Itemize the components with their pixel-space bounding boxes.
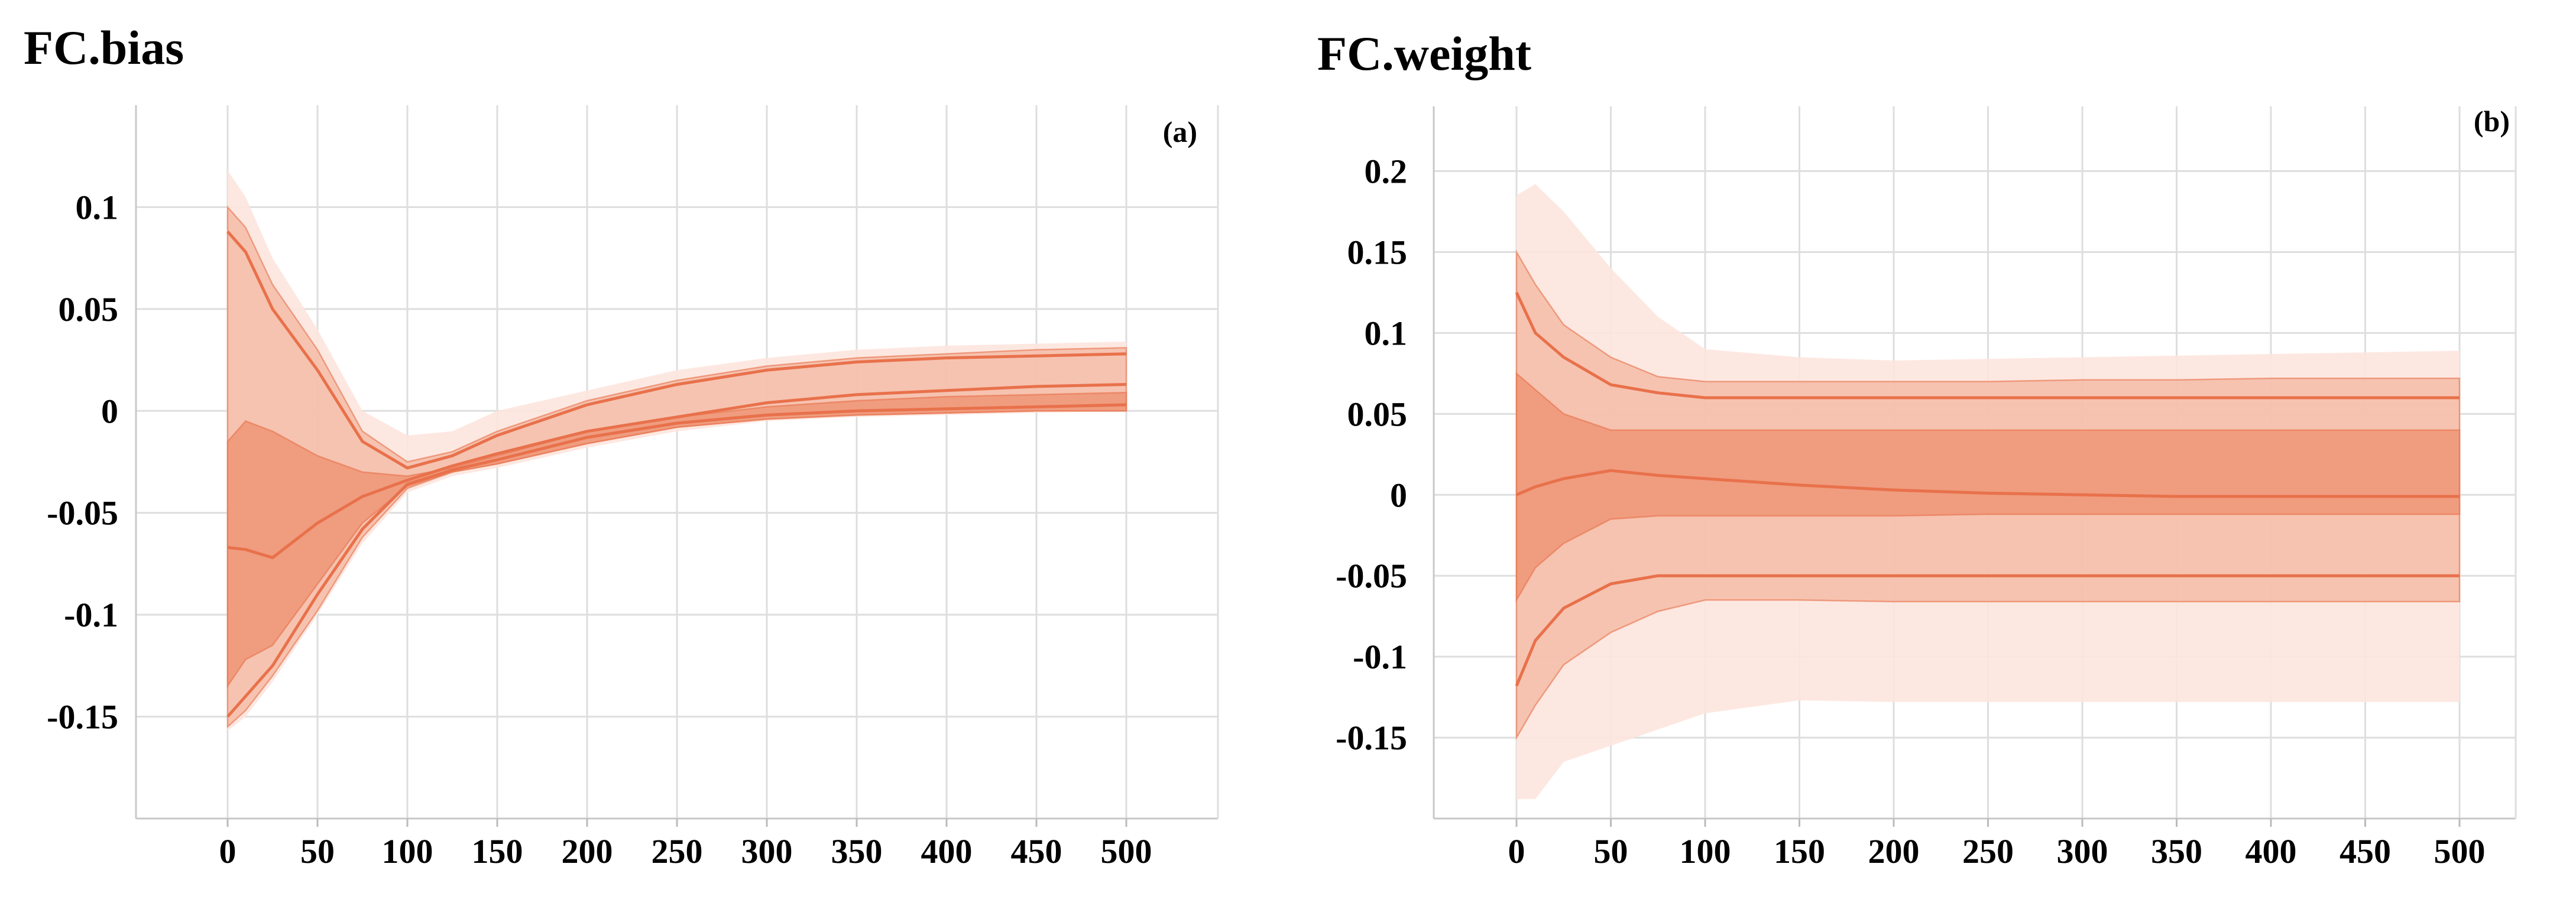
chart-title: FC.bias [24, 21, 184, 74]
x-tick-label: 0 [219, 832, 236, 871]
bands [1515, 184, 2461, 800]
x-tick-label: 50 [300, 832, 335, 871]
x-tick-label: 500 [1101, 832, 1152, 871]
band-inner [1515, 372, 2461, 603]
x-tick-label: 350 [831, 832, 883, 871]
series-line-median [227, 383, 1127, 560]
y-tick-label: 0 [1390, 476, 1407, 514]
x-tick-label: 50 [1594, 832, 1628, 871]
y-tick-label: 0.1 [76, 188, 119, 226]
chart-fc-weight: FC.weight (b) 0 50 100 150 200 250 300 350 400 45… [1317, 27, 2517, 871]
panel-label: (a) [1163, 115, 1197, 148]
series-line-median [1516, 469, 2460, 498]
tick-labels: 0 50 100 150 200 250 300 350 400 450 500 0.1 0.05 0 -0… [47, 188, 1152, 871]
y-tick-label: 0.15 [1347, 233, 1408, 271]
chart-fc-bias: FC.bias (a) 0 50 100 150 200 250 300 350 400 450 5… [24, 21, 1219, 871]
y-tick-label: -0.05 [1336, 557, 1407, 595]
x-tick-label: 0 [1508, 832, 1525, 871]
series-line-lower-mid [226, 403, 1127, 718]
x-tick-label: 450 [1011, 832, 1062, 871]
band-inner [226, 391, 1127, 689]
x-tick-label: 150 [1774, 832, 1825, 871]
tick-labels: 0 50 100 150 200 250 300 350 400 450 500 0.2 0.15 0.1… [1336, 152, 2485, 871]
x-tick-label: 100 [382, 832, 433, 871]
y-tick-label: 0.05 [1347, 395, 1408, 433]
x-tick-label: 300 [741, 832, 793, 871]
series-line-upper-mid [226, 230, 1127, 470]
x-tick-label: 350 [2151, 832, 2202, 871]
x-tick-label: 150 [472, 832, 523, 871]
y-tick-label: 0.05 [59, 290, 119, 329]
x-tick-label: 200 [562, 832, 613, 871]
band-outer [228, 170, 1126, 731]
y-tick-label: 0 [101, 392, 118, 430]
x-tick-label: 250 [652, 832, 703, 871]
y-tick-label: 0.2 [1365, 152, 1408, 191]
x-tick-label: 400 [2246, 832, 2297, 871]
x-tick-label: 250 [1962, 832, 2014, 871]
y-tick-label: -0.15 [1336, 719, 1407, 757]
series-line-upper-mid [1515, 291, 2460, 400]
y-tick-label: -0.05 [47, 494, 118, 532]
series-lines [1515, 291, 2460, 687]
y-tick-label: -0.15 [47, 698, 118, 736]
x-tick-label: 400 [921, 832, 973, 871]
y-tick-label: -0.1 [64, 596, 118, 634]
x-tick-label: 500 [2434, 832, 2486, 871]
x-tick-label: 100 [1680, 832, 1731, 871]
x-tick-label: 450 [2340, 832, 2391, 871]
chart-title: FC.weight [1317, 27, 1531, 80]
series-lines [226, 230, 1127, 718]
x-tick-label: 200 [1868, 832, 1920, 871]
y-tick-label: -0.1 [1353, 638, 1407, 676]
series-line-lower-mid [1515, 574, 2460, 687]
x-tick-label: 300 [2057, 832, 2108, 871]
panel-label: (b) [2474, 105, 2510, 138]
y-tick-label: 0.1 [1365, 314, 1408, 352]
